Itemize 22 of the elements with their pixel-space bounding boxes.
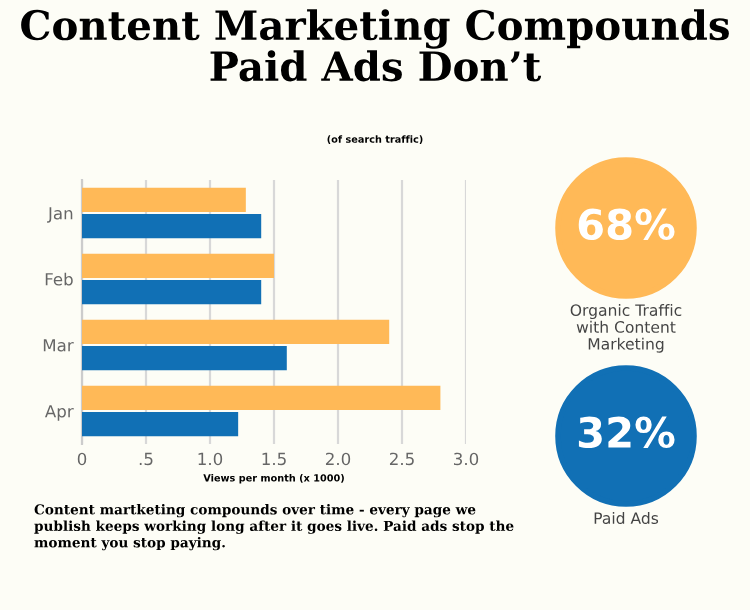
text: 68% <box>578 208 675 241</box>
bar <box>82 214 262 239</box>
chart-title: Content Marketing Compounds Paid Ads Don’t <box>21 9 729 82</box>
x-tick-label: .5 <box>139 452 153 466</box>
y-tick-label: Mar <box>43 339 74 352</box>
bar <box>82 187 246 212</box>
x-tick-label: 2.5 <box>389 452 414 466</box>
y-tick-label: Apr <box>44 405 74 421</box>
bar <box>82 280 262 305</box>
x-tick-label: 1.5 <box>262 452 286 466</box>
bar <box>82 412 239 437</box>
text: 32% <box>578 416 675 449</box>
bar <box>82 253 274 278</box>
bar <box>82 319 390 344</box>
x-tick-label: 0 <box>77 452 87 466</box>
x-tick-label: 2.0 <box>325 452 351 466</box>
x-tick-label: 3.0 <box>454 452 479 466</box>
y-tick-label: Jan <box>47 207 73 223</box>
bar <box>82 385 441 410</box>
y-tick-label: Feb <box>45 272 73 286</box>
bar <box>82 346 287 371</box>
x-tick-label: 1.0 <box>198 452 223 466</box>
